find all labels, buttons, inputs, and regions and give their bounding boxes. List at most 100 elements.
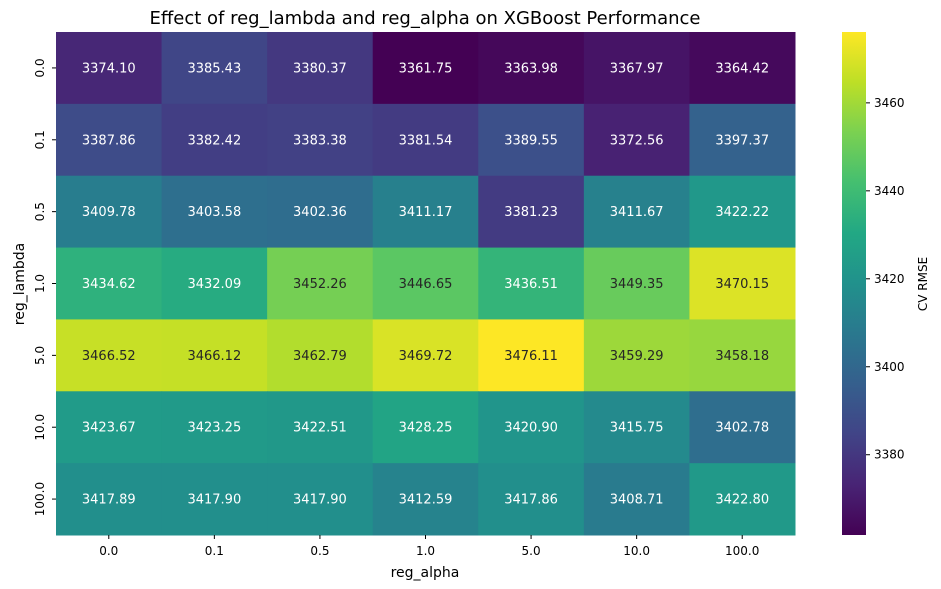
cell-value-label: 3417.90 [293, 493, 347, 508]
cell-value-label: 3363.98 [504, 61, 558, 76]
cell-value-label: 3382.42 [187, 133, 241, 148]
heatmap-cell [56, 463, 163, 536]
cell-value-label: 3415.75 [610, 421, 664, 436]
colorbar-tick-label: 3440 [874, 184, 905, 198]
colorbar-tick-label: 3400 [874, 360, 905, 374]
heatmap-cell [478, 247, 585, 320]
y-tick-label: 1.0 [33, 274, 47, 293]
cell-value-label: 3383.38 [293, 133, 347, 148]
cell-value-label: 3436.51 [504, 277, 558, 292]
y-tick-label: 10.0 [33, 414, 47, 441]
heatmap-cell [689, 319, 796, 392]
heatmap-cell [689, 32, 796, 105]
x-tick-label: 0.0 [99, 544, 118, 558]
heatmap-cell [267, 32, 374, 105]
heatmap-cell [161, 32, 268, 105]
cell-value-label: 3417.86 [504, 493, 558, 508]
heatmap-cell [689, 103, 796, 177]
cell-value-label: 3380.37 [293, 61, 347, 76]
heatmap-cell [478, 32, 585, 105]
cell-value-label: 3423.67 [82, 421, 136, 436]
heatmap-cell [583, 463, 690, 536]
heatmap-cell [372, 103, 479, 177]
y-tick-label: 0.5 [33, 202, 47, 221]
heatmap-cell [372, 247, 479, 320]
cell-value-label: 3361.75 [399, 61, 453, 76]
y-axis-ticks: 0.0 0.1 0.5 1.0 5.0 10.0 100.0 [33, 58, 56, 516]
cell-value-label: 3385.43 [187, 61, 241, 76]
colorbar-ticks: 3380 3400 3420 3440 3460 [866, 96, 905, 462]
heatmap-cell [478, 391, 585, 464]
heatmap-cell [161, 463, 268, 536]
cell-value-label: 3402.78 [715, 421, 769, 436]
cell-value-label: 3403.58 [187, 205, 241, 220]
x-tick-label: 5.0 [522, 544, 541, 558]
heatmap-cell [56, 391, 163, 464]
colorbar-tick-label: 3420 [874, 272, 905, 286]
cell-value-label: 3422.51 [293, 421, 347, 436]
heatmap-cell [372, 32, 479, 105]
cell-value-label: 3411.17 [399, 205, 453, 220]
y-tick-label: 0.1 [33, 130, 47, 149]
heatmap-cell [267, 247, 374, 320]
cell-value-label: 3459.29 [610, 349, 664, 364]
x-axis-label: reg_alpha [391, 565, 460, 581]
y-tick-label: 0.0 [33, 58, 47, 77]
heatmap-cell [267, 175, 374, 249]
heatmap-cell [56, 175, 163, 249]
heatmap-cell [372, 391, 479, 464]
cell-value-label: 3470.15 [715, 277, 769, 292]
y-axis-label: reg_lambda [12, 243, 28, 325]
heatmap-cell [56, 32, 163, 105]
heatmap-cell [372, 175, 479, 249]
x-tick-label: 100.0 [725, 544, 759, 558]
colorbar [842, 32, 866, 535]
cell-value-label: 3469.72 [399, 349, 453, 364]
heatmap-cell [583, 175, 690, 249]
cell-value-label: 3423.25 [187, 421, 241, 436]
cell-value-label: 3422.22 [715, 205, 769, 220]
cell-value-label: 3420.90 [504, 421, 558, 436]
cell-value-label: 3372.56 [610, 133, 664, 148]
heatmap-cell [583, 103, 690, 177]
colorbar-label: CV RMSE [916, 257, 930, 311]
x-tick-label: 0.5 [310, 544, 329, 558]
y-tick-label: 100.0 [33, 482, 47, 516]
heatmap-cell [689, 463, 796, 536]
cell-value-label: 3417.89 [82, 493, 136, 508]
cell-value-label: 3458.18 [715, 349, 769, 364]
heatmap-cell [372, 319, 479, 392]
heatmap-cell [161, 247, 268, 320]
heatmap-cell [161, 319, 268, 392]
heatmap-cell [267, 319, 374, 392]
heatmap-cells: 3374.10 3385.43 3380.37 3361.75 3363.98 3367.… [56, 32, 796, 536]
cell-value-label: 3412.59 [399, 493, 453, 508]
heatmap-cell [478, 463, 585, 536]
heatmap-cell [267, 103, 374, 177]
y-tick-label: 5.0 [33, 346, 47, 365]
heatmap-cell [267, 391, 374, 464]
heatmap-cell [583, 391, 690, 464]
heatmap-cell [583, 319, 690, 392]
cell-value-label: 3462.79 [293, 349, 347, 364]
cell-value-label: 3408.71 [610, 493, 664, 508]
heatmap-cell [478, 175, 585, 249]
cell-value-label: 3374.10 [82, 61, 136, 76]
cell-value-label: 3409.78 [82, 205, 136, 220]
heatmap-cell [161, 103, 268, 177]
heatmap-cell [478, 103, 585, 177]
x-tick-label: 1.0 [416, 544, 435, 558]
cell-value-label: 3387.86 [82, 133, 136, 148]
cell-value-label: 3452.26 [293, 277, 347, 292]
heatmap-cell [161, 391, 268, 464]
cell-value-label: 3411.67 [610, 205, 664, 220]
cell-value-label: 3381.54 [399, 133, 453, 148]
colorbar-tick-label: 3380 [874, 448, 905, 462]
heatmap-cell [689, 391, 796, 464]
cell-value-label: 3367.97 [610, 61, 664, 76]
cell-value-label: 3389.55 [504, 133, 558, 148]
cell-value-label: 3381.23 [504, 205, 558, 220]
heatmap-cell [689, 175, 796, 249]
x-axis-ticks: 0.0 0.1 0.5 1.0 5.0 10.0 100.0 [99, 535, 759, 558]
